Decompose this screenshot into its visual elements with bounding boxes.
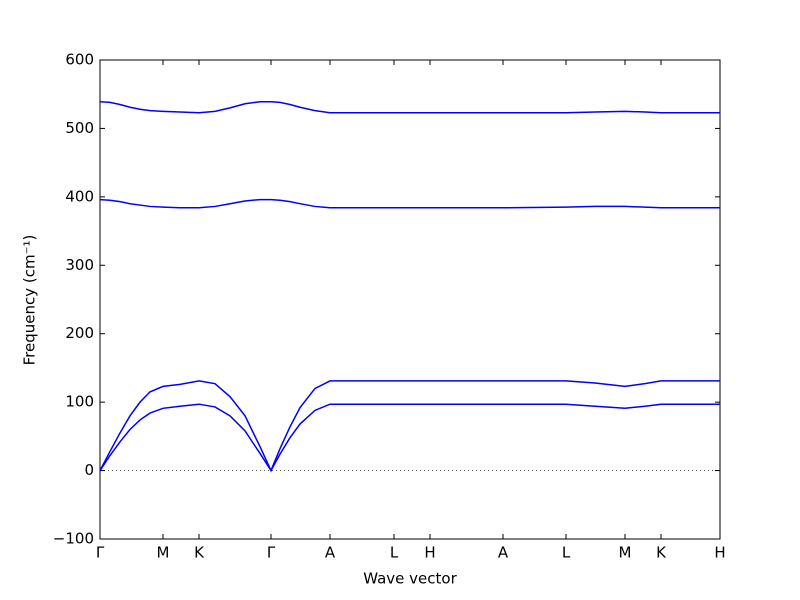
plot-frame	[99, 59, 721, 540]
x-tick-label: L	[562, 544, 571, 562]
x-tick-label: K	[656, 544, 667, 562]
x-tick-label: M	[619, 544, 632, 562]
x-tick-label: M	[157, 544, 170, 562]
y-tick-label: 300	[65, 256, 94, 274]
y-tick-label: 200	[65, 324, 94, 342]
x-axis-label: Wave vector	[363, 570, 457, 588]
y-tick-label: −100	[53, 530, 94, 548]
y-tick-label: 100	[65, 393, 94, 411]
band-line	[99, 100, 720, 114]
y-tick-label: 500	[65, 119, 94, 137]
y-tick-label: 0	[84, 461, 94, 479]
x-tick-label: L	[390, 544, 399, 562]
x-tick-label: Γ	[96, 544, 105, 562]
x-tick-label: Γ	[267, 544, 276, 562]
band-line	[99, 403, 720, 473]
x-tick-label: K	[194, 544, 205, 562]
y-tick-label: 400	[65, 187, 94, 205]
x-tick-label: H	[424, 544, 435, 562]
band-line	[99, 198, 720, 209]
x-tick-label: A	[498, 544, 509, 562]
y-tick-label: 600	[65, 51, 94, 69]
x-tick-label: H	[714, 544, 725, 562]
y-axis-label: Frequency (cm⁻¹)	[21, 235, 39, 366]
x-tick-label: A	[325, 544, 336, 562]
band-line	[99, 380, 720, 473]
